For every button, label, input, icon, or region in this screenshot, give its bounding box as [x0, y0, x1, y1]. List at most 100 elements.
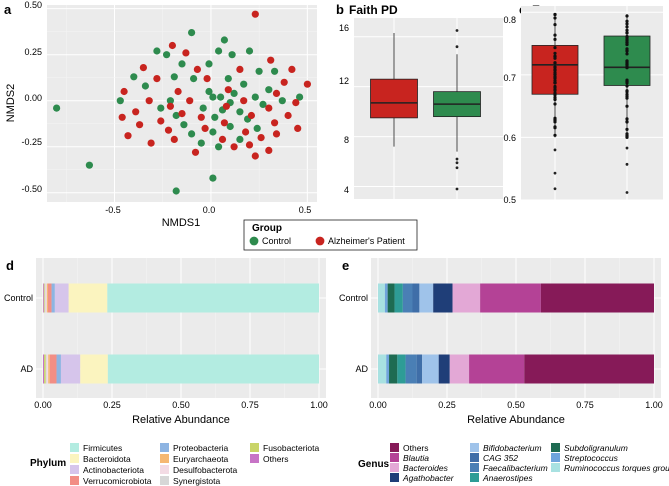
- bar-segment: [469, 354, 525, 384]
- control-point: [141, 82, 149, 90]
- jitter-point: [625, 96, 629, 100]
- bar-segment: [43, 283, 44, 313]
- alzheimer-point: [132, 108, 140, 116]
- alzheimer-point: [218, 135, 227, 143]
- control-point: [215, 143, 223, 151]
- control-point: [271, 67, 279, 75]
- jitter-point: [625, 49, 629, 53]
- legend-label: Anaerostipes: [482, 473, 533, 483]
- control-point: [116, 97, 124, 105]
- bar-segment: [389, 354, 398, 384]
- jitter-point: [553, 37, 557, 42]
- bar-segment: [45, 354, 47, 384]
- y-tick-label: -0.50: [21, 184, 42, 194]
- jitter-point: [625, 132, 629, 136]
- control-point: [228, 51, 236, 59]
- bar-segment: [452, 283, 481, 313]
- panel-a-x-ticks: -0.5 0.0 0.5: [105, 205, 311, 215]
- alzheimer-point: [265, 104, 273, 112]
- control-point: [278, 97, 286, 105]
- bar-segment: [68, 283, 108, 313]
- y-tick-label: 8: [344, 135, 349, 145]
- panel-a: a 0.50 0.25 0.00 -0.25 -0.50 -0.5 0.0 0.…: [4, 0, 418, 251]
- bar-segment: [394, 283, 403, 313]
- alzheimer-point: [120, 87, 128, 96]
- alzheimer-point: [272, 89, 281, 97]
- control-point: [217, 93, 225, 101]
- panel-b-plot: [354, 18, 503, 199]
- legend-label: Proteobacteria: [173, 443, 229, 453]
- control-point: [209, 128, 217, 136]
- jitter-point: [553, 23, 557, 27]
- control-point: [253, 124, 261, 132]
- control-point: [188, 130, 196, 138]
- jitter-point: [553, 126, 557, 130]
- outlier-point: [553, 187, 557, 191]
- y-tick-label: 12: [339, 76, 349, 86]
- x-tick-label: 0.00: [34, 400, 52, 410]
- alzheimer-point: [294, 124, 302, 132]
- bar-segment: [416, 354, 423, 384]
- panel-d-plot: 0.00 0.25 0.50 0.75 1.00: [34, 258, 328, 410]
- x-tick-label: 0.75: [576, 400, 594, 410]
- legend-label: Firmicutes: [83, 443, 122, 453]
- jitter-point: [625, 39, 629, 43]
- x-axis-label: NMDS1: [162, 217, 201, 229]
- bar-segment: [43, 283, 45, 313]
- bar-segment: [46, 354, 49, 384]
- panel-c-plot: [521, 6, 663, 201]
- jitter-point: [553, 16, 557, 20]
- legend-label: Ruminococcus torques group: [564, 463, 669, 473]
- legend-swatch: [470, 453, 479, 462]
- legend-title: Group: [252, 223, 282, 234]
- x-axis-label: Relative Abundance: [132, 414, 230, 426]
- bar-segment: [51, 283, 55, 313]
- alzheimer-point: [193, 65, 201, 73]
- jitter-point: [553, 33, 557, 37]
- alzheimer-point: [118, 113, 126, 121]
- control-point: [259, 100, 267, 108]
- jitter-point: [553, 65, 557, 69]
- bar-segment: [43, 354, 45, 384]
- panel-a-legend: Group Control Alzheimer's Patient: [243, 219, 418, 251]
- control-point: [85, 161, 93, 169]
- bar-segment: [49, 354, 57, 384]
- alzheimer-point: [164, 126, 173, 134]
- control-point: [172, 187, 180, 195]
- y-tick-label: 4: [344, 185, 349, 195]
- jitter-point: [625, 28, 629, 32]
- control-point: [190, 75, 198, 83]
- legend-swatch: [250, 443, 259, 452]
- panel-c-background: [521, 6, 663, 200]
- x-tick-label: 0.50: [507, 400, 525, 410]
- legend-swatch: [160, 465, 169, 474]
- alzheimer-point: [292, 99, 300, 107]
- legend-label: Others: [403, 443, 429, 453]
- legend-label: Fusobacteriota: [263, 443, 319, 453]
- legend-swatch: [160, 476, 169, 485]
- alzheimer-point: [247, 111, 255, 120]
- x-tick-label: 0.25: [438, 400, 456, 410]
- legend-label: Blautia: [403, 453, 429, 463]
- outlier-point: [625, 146, 629, 150]
- x-tick-label: 0.25: [103, 400, 121, 410]
- y-tick-label: 16: [339, 23, 349, 33]
- jitter-point: [553, 56, 557, 60]
- y-tick-label: 0.7: [503, 73, 516, 83]
- x-tick-label: 0.5: [299, 205, 312, 215]
- outlier-point: [455, 161, 459, 165]
- jitter-point: [625, 104, 629, 108]
- legend-label: Desulfobacterota: [173, 465, 238, 475]
- legend-swatch: [470, 473, 479, 482]
- panel-b: b Faith PD 4 8 12 16: [336, 2, 503, 199]
- alzheimer-point: [170, 135, 178, 143]
- jitter-point: [553, 97, 557, 101]
- legend-swatch: [551, 443, 560, 452]
- alzheimer-point: [236, 65, 244, 73]
- jitter-point: [625, 135, 629, 139]
- bar-segment: [397, 354, 406, 384]
- panel-d: d 0.00 0.25 0.50 0.75 1.00 Control AD Relati…: [4, 258, 328, 486]
- jitter-point: [625, 80, 629, 84]
- control-point: [226, 122, 234, 131]
- control-point: [153, 47, 161, 55]
